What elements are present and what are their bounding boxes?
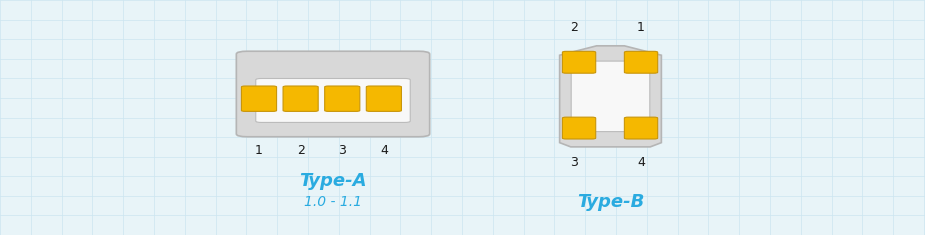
Text: 3: 3 [571, 156, 578, 169]
Text: 2: 2 [571, 20, 578, 34]
FancyBboxPatch shape [283, 86, 318, 111]
Text: 4: 4 [637, 156, 645, 169]
FancyBboxPatch shape [325, 86, 360, 111]
Text: 4: 4 [380, 144, 388, 157]
FancyBboxPatch shape [255, 78, 411, 122]
Text: Type-A: Type-A [300, 172, 366, 190]
Polygon shape [560, 46, 661, 147]
FancyBboxPatch shape [624, 117, 658, 139]
FancyBboxPatch shape [562, 117, 596, 139]
FancyBboxPatch shape [624, 51, 658, 73]
FancyBboxPatch shape [572, 61, 649, 132]
FancyBboxPatch shape [366, 86, 401, 111]
Text: 1: 1 [637, 20, 645, 34]
Text: 1: 1 [255, 144, 263, 157]
FancyBboxPatch shape [236, 51, 429, 137]
Text: 2: 2 [297, 144, 304, 157]
Text: Type-B: Type-B [577, 193, 644, 211]
Text: 1.0 - 1.1: 1.0 - 1.1 [304, 195, 362, 209]
Text: 3: 3 [339, 144, 346, 157]
FancyBboxPatch shape [241, 86, 277, 111]
FancyBboxPatch shape [562, 51, 596, 73]
